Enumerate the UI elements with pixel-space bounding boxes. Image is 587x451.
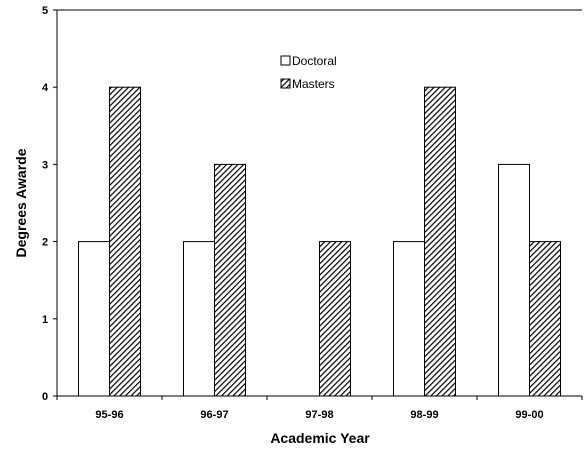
bar-masters-98-99 (424, 86, 456, 397)
x-axis-title: Academic Year (270, 430, 370, 446)
x-tick-label: 95-96 (95, 409, 123, 421)
x-tick-label: 98-99 (410, 409, 438, 421)
legend-swatch-masters (280, 78, 291, 89)
bar-doctoral-98-99 (393, 241, 425, 397)
y-tick-label: 1 (42, 314, 48, 326)
x-tick-label: 96-97 (200, 409, 228, 421)
y-tick-label: 3 (42, 159, 48, 171)
legend: Doctoral Masters (280, 54, 337, 91)
bar-doctoral-99-00 (498, 163, 530, 397)
bar-masters-95-96 (109, 86, 141, 397)
bar-masters-99-00 (529, 241, 561, 397)
bar-masters-97-98 (319, 241, 351, 397)
legend-label-doctoral: Doctoral (292, 54, 337, 68)
x-tick-label: 99-00 (515, 409, 543, 421)
y-tick-label: 0 (42, 391, 48, 403)
bar-doctoral-95-96 (78, 241, 110, 397)
y-tick-label: 5 (42, 5, 48, 17)
y-axis-title: Degrees Awarde (13, 148, 29, 257)
x-tick-label: 97-98 (305, 409, 333, 421)
plot-area: 0 1 2 3 4 5 95-96 96-97 97-98 98-99 99-00 (42, 5, 583, 421)
y-tick-label: 2 (42, 237, 48, 249)
legend-label-masters: Masters (292, 77, 335, 91)
y-tick-label: 4 (42, 82, 49, 94)
bar-doctoral-96-97 (183, 241, 215, 397)
legend-swatch-doctoral (280, 55, 291, 66)
bar-masters-96-97 (214, 163, 246, 397)
